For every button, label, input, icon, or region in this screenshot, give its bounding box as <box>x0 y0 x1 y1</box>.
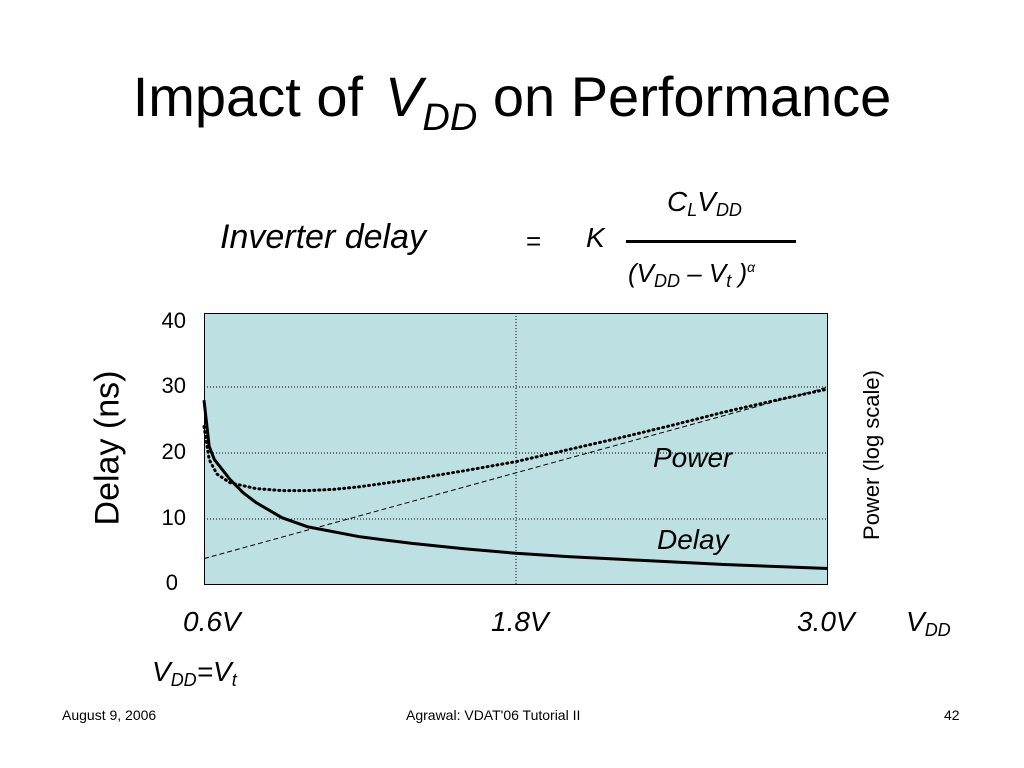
den-close: ) <box>731 258 748 288</box>
den-v-sub: DD <box>654 271 680 291</box>
x-axis-name: VDD <box>906 606 951 640</box>
y-tick-label: 20 <box>161 439 186 464</box>
vt-mid: =V <box>196 656 232 687</box>
den-t-sub: t <box>726 271 732 291</box>
equation-lhs: Inverter delay <box>220 218 426 256</box>
equation-constant: K <box>586 222 605 253</box>
title-prefix: Impact of <box>132 65 364 128</box>
delay-curve <box>202 400 829 570</box>
vt-v: V <box>152 656 171 687</box>
fraction-bar <box>626 240 796 243</box>
y-tick-label: 10 <box>161 505 186 530</box>
num-v: V <box>697 186 716 217</box>
slide-title: Impact of VDD on Performance <box>0 62 1024 139</box>
den-open: (V <box>628 258 654 288</box>
footer-center: Agrawal: VDAT'06 Tutorial II <box>406 707 581 723</box>
y-tick-label: 30 <box>161 373 186 398</box>
y-tick-label: 40 <box>161 308 186 333</box>
num-v-sub: DD <box>715 200 742 220</box>
den-exp: α <box>747 259 756 275</box>
equation-equals: = <box>526 226 542 256</box>
den-minus: – V <box>680 258 727 288</box>
x-name-v: V <box>906 606 925 637</box>
vt-annotation: VDD=Vt <box>152 656 237 690</box>
series-label-power: Power <box>653 442 733 473</box>
series-label-delay: Delay <box>657 524 729 555</box>
x-tick-label: 0.6V <box>183 606 241 637</box>
title-var: V <box>385 65 423 128</box>
power-reference-line <box>203 386 829 560</box>
vt-sub2: t <box>231 670 237 690</box>
num-c-sub: L <box>687 200 698 220</box>
title-var-sub: DD <box>422 97 478 139</box>
x-name-sub: DD <box>924 620 951 640</box>
footer-date: August 9, 2006 <box>62 707 157 723</box>
num-c: C <box>667 186 688 217</box>
x-tick-label: 3.0V <box>797 606 855 637</box>
vt-sub1: DD <box>170 670 197 690</box>
equation-numerator: CLVDD <box>667 186 742 220</box>
equation-denominator: (VDD – Vt )α <box>628 258 756 291</box>
title-suffix: on Performance <box>492 65 892 128</box>
x-tick-label: 1.8V <box>491 606 549 637</box>
y-tick-label: 0 <box>165 570 178 595</box>
footer-page: 42 <box>944 707 960 723</box>
